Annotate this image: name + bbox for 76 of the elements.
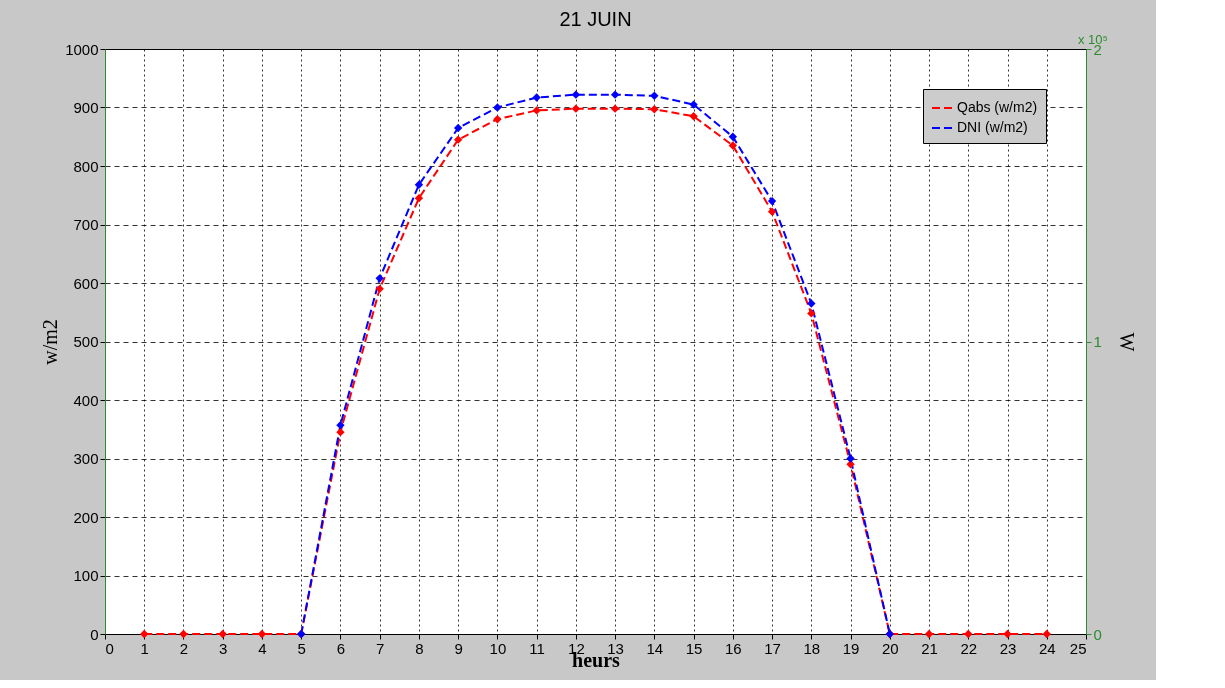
point xyxy=(414,193,424,203)
x-tick-label: 25 xyxy=(1069,639,1087,657)
x-tick-label: 8 xyxy=(415,639,424,657)
point xyxy=(453,135,463,144)
y-tick-label: 900 xyxy=(73,99,99,116)
x-tick-label: 14 xyxy=(646,639,664,657)
y-axis-title: w/m2 xyxy=(39,319,62,365)
y-tick-label: 200 xyxy=(73,508,99,526)
point xyxy=(807,299,816,308)
x-tick-label: 13 xyxy=(607,639,624,657)
x-tick-label: 11 xyxy=(529,639,545,657)
y-tick-label: 0 xyxy=(90,625,99,643)
x-tick-label: 4 xyxy=(258,639,267,657)
point xyxy=(650,105,659,114)
y-tick-label: 500 xyxy=(73,333,99,350)
x-tick-label: 1 xyxy=(140,639,149,657)
x-tick-label: 16 xyxy=(725,639,742,657)
point xyxy=(728,141,738,150)
point xyxy=(218,629,227,639)
point xyxy=(140,629,149,639)
y-tick-label: 100 xyxy=(73,567,99,584)
point xyxy=(532,93,541,102)
point xyxy=(336,420,345,430)
point xyxy=(689,112,698,121)
point xyxy=(571,90,581,99)
x-tick-label: 2 xyxy=(179,639,189,657)
x-tick-label: 6 xyxy=(336,639,346,657)
point xyxy=(375,284,384,294)
point xyxy=(610,90,620,99)
y-tick-label: 600 xyxy=(73,274,99,292)
legend-label: DNI (w/m2) xyxy=(957,119,1028,135)
x-tick-label: 0 xyxy=(105,639,114,657)
point xyxy=(493,115,502,124)
y2-axis-title: W xyxy=(1115,332,1138,352)
chart-title: 21 JUIN xyxy=(559,8,632,30)
x-tick-label: 21 xyxy=(921,639,938,657)
y2-tick-label: 0 xyxy=(1093,625,1102,643)
y2-tick-label: 1 xyxy=(1093,333,1102,350)
x-tick-label: 23 xyxy=(999,639,1017,657)
point xyxy=(689,100,698,109)
x-tick-label: 24 xyxy=(1038,639,1056,657)
x-tick-label: 10 xyxy=(489,639,507,657)
x-tick-label: 20 xyxy=(881,639,899,657)
x-tick-label: 18 xyxy=(803,639,821,657)
point xyxy=(728,132,738,141)
point xyxy=(532,106,541,115)
point xyxy=(375,274,384,283)
point xyxy=(1003,629,1012,639)
point xyxy=(767,207,777,216)
x-tick-label: 17 xyxy=(764,639,781,657)
y-tick-label: 300 xyxy=(73,450,99,467)
x-tick-label: 7 xyxy=(376,639,385,657)
point xyxy=(1042,629,1051,639)
x-tick-label: 15 xyxy=(685,639,703,657)
y-tick-label: 700 xyxy=(73,216,99,233)
point xyxy=(179,629,188,639)
point xyxy=(767,196,777,206)
y-tick-label: 1000 xyxy=(65,40,99,58)
point xyxy=(414,180,424,189)
point xyxy=(964,629,973,639)
point xyxy=(453,123,463,133)
y-tick-label: 400 xyxy=(73,391,99,409)
point xyxy=(571,104,581,113)
point xyxy=(493,103,502,112)
x-tick-label: 22 xyxy=(960,639,978,657)
y-tick-label: 800 xyxy=(73,157,99,175)
point xyxy=(846,454,855,463)
point xyxy=(650,91,659,100)
point xyxy=(610,104,620,113)
x-tick-label: 9 xyxy=(454,639,463,657)
x-tick-label: 3 xyxy=(219,639,228,657)
x-tick-label: 19 xyxy=(842,639,860,657)
point xyxy=(924,629,934,639)
x-tick-label: 5 xyxy=(297,639,306,657)
point xyxy=(807,309,816,318)
legend-label: Qabs (w/m2) xyxy=(957,99,1038,115)
